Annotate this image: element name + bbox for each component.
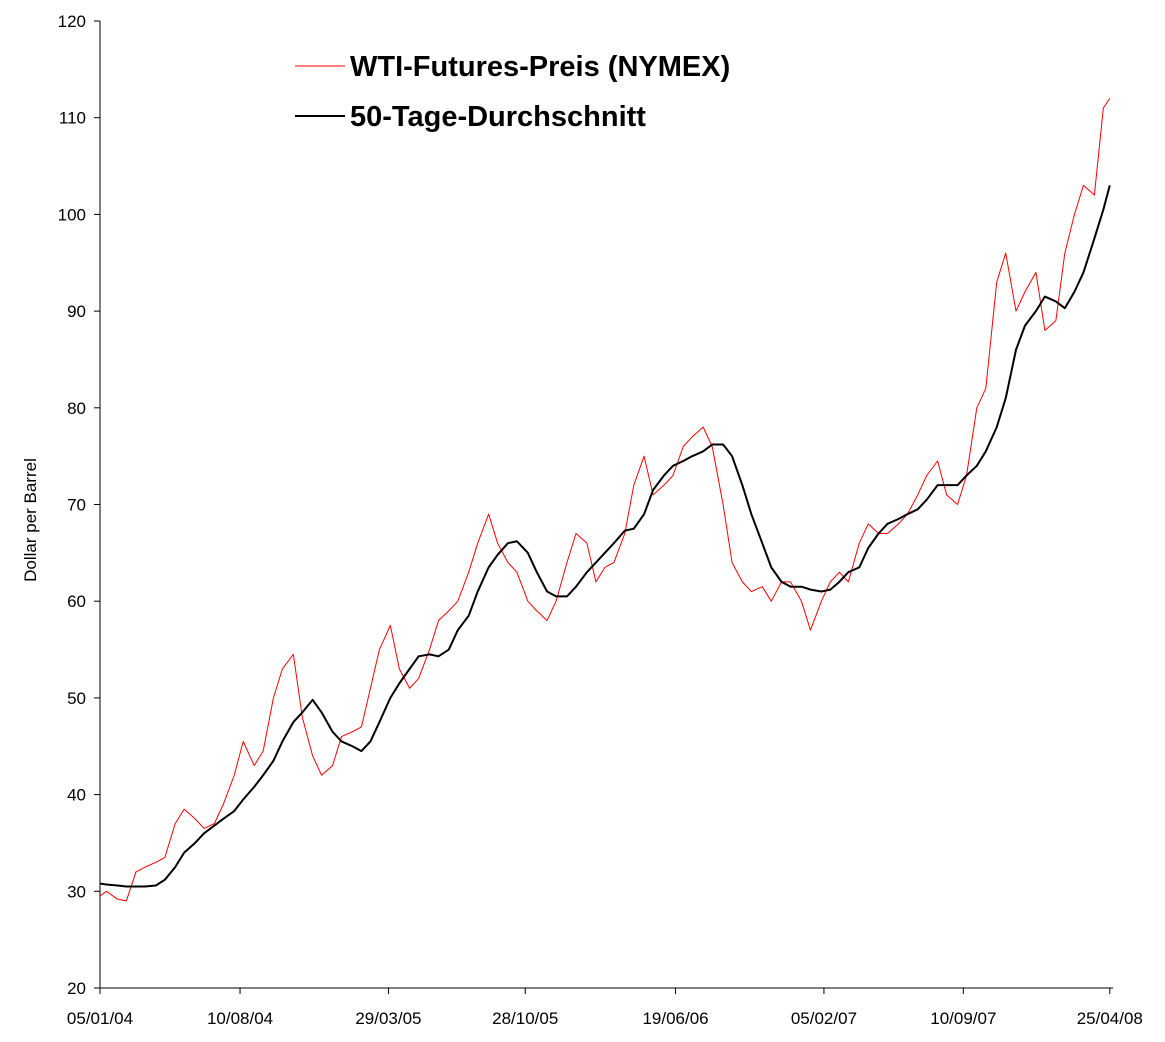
y-tick-label: 90 — [67, 302, 86, 321]
y-tick-label: 50 — [67, 689, 86, 708]
x-tick-label: 05/02/07 — [791, 1009, 857, 1028]
x-tick-label: 28/10/05 — [492, 1009, 558, 1028]
y-tick-label: 110 — [59, 109, 86, 128]
x-tick-label: 10/09/07 — [930, 1009, 996, 1028]
y-tick-label: 40 — [67, 786, 86, 805]
x-tick-label: 25/04/08 — [1077, 1009, 1143, 1028]
x-tick-label: 19/06/06 — [642, 1009, 708, 1028]
y-tick-label: 30 — [67, 882, 86, 901]
x-tick-label: 10/08/04 — [207, 1009, 273, 1028]
series-line — [99, 98, 1111, 902]
y-tick-label: 120 — [58, 12, 86, 31]
x-tick-label: 29/03/05 — [355, 1009, 421, 1028]
y-tick-label: 80 — [67, 399, 86, 418]
legend-label: WTI-Futures-Preis (NYMEX) — [350, 51, 730, 83]
y-tick-label: 60 — [67, 592, 86, 611]
x-tick-label: 05/01/04 — [67, 1009, 133, 1028]
legend-label: 50-Tage-Durchschnitt — [350, 101, 646, 133]
series-line — [99, 185, 1111, 888]
y-tick-label: 70 — [67, 496, 86, 515]
y-tick-label: 20 — [67, 979, 86, 998]
y-axis-label: Dollar per Barrel — [21, 458, 40, 582]
y-tick-label: 100 — [58, 205, 86, 224]
